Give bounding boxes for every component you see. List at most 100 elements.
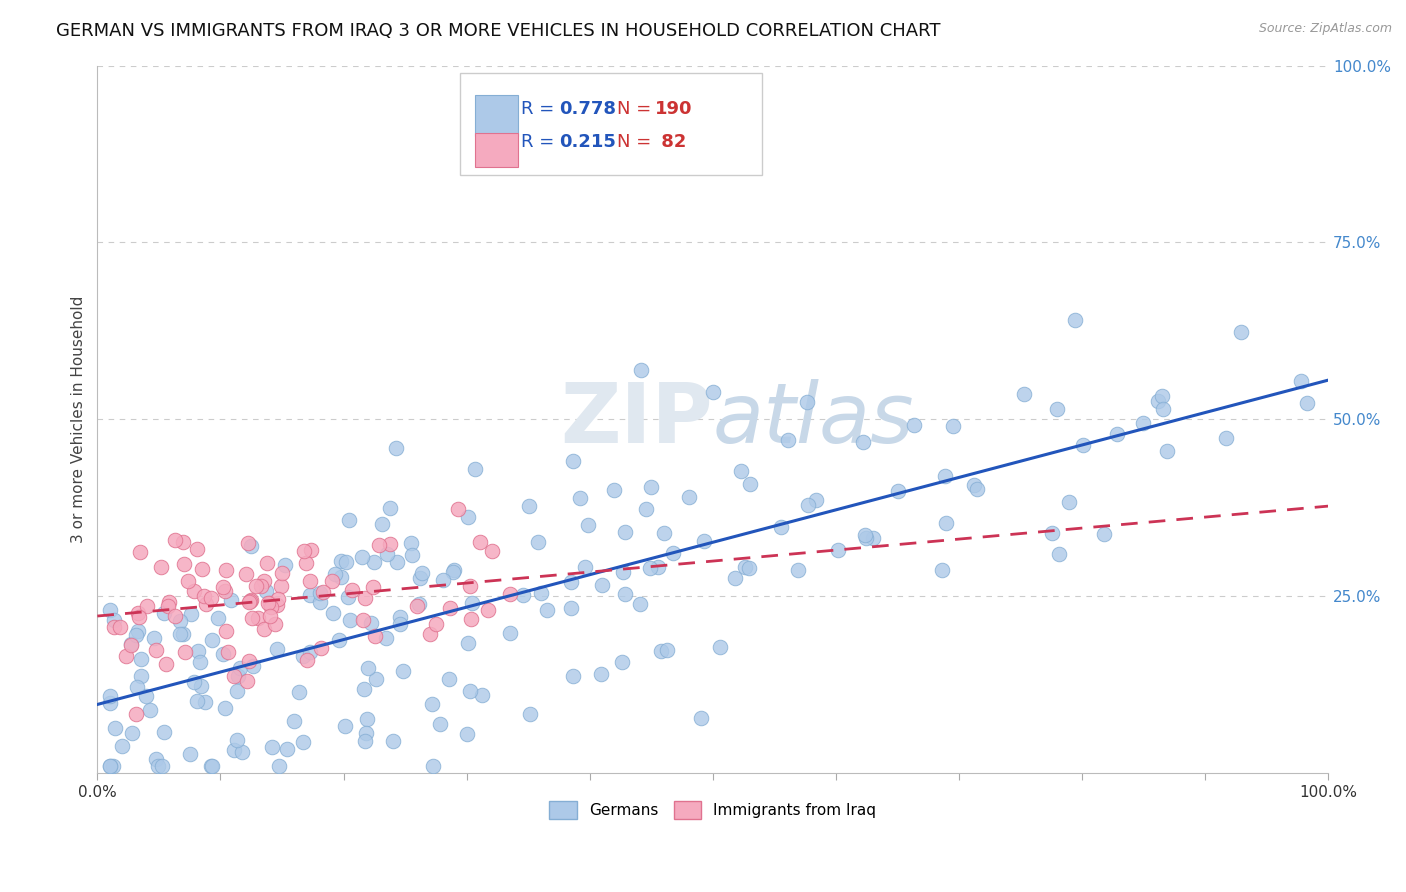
- Point: [156, 599, 179, 613]
- Text: R =: R =: [520, 133, 560, 151]
- Point: [103, 721, 125, 735]
- Point: [364, 672, 387, 686]
- Point: [342, 583, 364, 598]
- Point: [187, 644, 209, 658]
- Point: [1152, 401, 1174, 416]
- Point: [612, 565, 634, 579]
- Point: [183, 583, 205, 598]
- Point: [179, 747, 201, 762]
- Point: [256, 556, 278, 570]
- Point: [353, 734, 375, 748]
- Point: [354, 725, 377, 739]
- Point: [392, 665, 415, 679]
- Point: [457, 636, 479, 650]
- Point: [1289, 374, 1312, 388]
- Point: [458, 579, 481, 593]
- Point: [312, 585, 335, 599]
- Point: [250, 579, 273, 593]
- FancyBboxPatch shape: [475, 95, 519, 136]
- Point: [239, 594, 262, 608]
- Point: [638, 560, 661, 574]
- Point: [578, 517, 600, 532]
- Point: [640, 479, 662, 493]
- Text: GERMAN VS IMMIGRANTS FROM IRAQ 3 OR MORE VEHICLES IN HOUSEHOLD CORRELATION CHART: GERMAN VS IMMIGRANTS FROM IRAQ 3 OR MORE…: [56, 22, 941, 40]
- Point: [163, 533, 186, 547]
- Point: [420, 698, 443, 712]
- Point: [709, 640, 731, 655]
- Point: [352, 613, 374, 627]
- Point: [172, 626, 194, 640]
- Point: [292, 544, 315, 558]
- Point: [98, 690, 121, 704]
- Point: [180, 607, 202, 621]
- Point: [329, 570, 352, 584]
- Point: [1046, 402, 1069, 417]
- Point: [827, 543, 849, 558]
- Point: [321, 574, 343, 588]
- Point: [1092, 526, 1115, 541]
- Point: [477, 603, 499, 617]
- Point: [903, 417, 925, 432]
- Point: [191, 562, 214, 576]
- Point: [150, 559, 173, 574]
- Point: [103, 620, 125, 634]
- Point: [146, 758, 169, 772]
- Point: [1230, 325, 1253, 339]
- Point: [381, 734, 404, 748]
- Point: [169, 614, 191, 628]
- Point: [370, 517, 392, 532]
- Point: [299, 542, 322, 557]
- Text: 190: 190: [655, 100, 692, 118]
- Text: 82: 82: [655, 133, 686, 151]
- Point: [934, 469, 956, 483]
- Point: [108, 620, 131, 634]
- Point: [778, 434, 800, 448]
- Point: [353, 681, 375, 696]
- Point: [186, 541, 208, 556]
- Point: [613, 525, 636, 540]
- Point: [1156, 444, 1178, 458]
- Point: [292, 648, 315, 663]
- Point: [169, 627, 191, 641]
- Point: [264, 617, 287, 632]
- Point: [389, 616, 412, 631]
- Point: [238, 595, 260, 609]
- Point: [152, 724, 174, 739]
- Point: [217, 645, 239, 659]
- Point: [443, 563, 465, 577]
- Point: [385, 441, 408, 455]
- Point: [409, 571, 432, 585]
- Point: [194, 598, 217, 612]
- Point: [283, 714, 305, 728]
- Point: [183, 675, 205, 690]
- Point: [200, 591, 222, 605]
- Point: [690, 711, 713, 725]
- Point: [273, 558, 295, 573]
- Point: [211, 647, 233, 661]
- Point: [441, 565, 464, 579]
- Point: [224, 743, 246, 757]
- Point: [769, 520, 792, 534]
- Point: [530, 586, 553, 600]
- Point: [295, 653, 318, 667]
- Point: [470, 535, 492, 549]
- Point: [374, 631, 396, 645]
- Point: [1057, 495, 1080, 509]
- Point: [339, 613, 361, 627]
- Point: [612, 656, 634, 670]
- Point: [271, 566, 294, 580]
- Point: [256, 596, 278, 610]
- Point: [121, 726, 143, 740]
- Point: [447, 502, 470, 516]
- Point: [333, 718, 356, 732]
- Text: 0.778: 0.778: [560, 100, 616, 118]
- Point: [1047, 547, 1070, 561]
- Point: [852, 434, 875, 449]
- Point: [201, 632, 224, 647]
- Point: [458, 683, 481, 698]
- Point: [650, 644, 672, 658]
- Point: [662, 546, 685, 560]
- Point: [242, 659, 264, 673]
- Point: [323, 567, 346, 582]
- Point: [561, 454, 583, 468]
